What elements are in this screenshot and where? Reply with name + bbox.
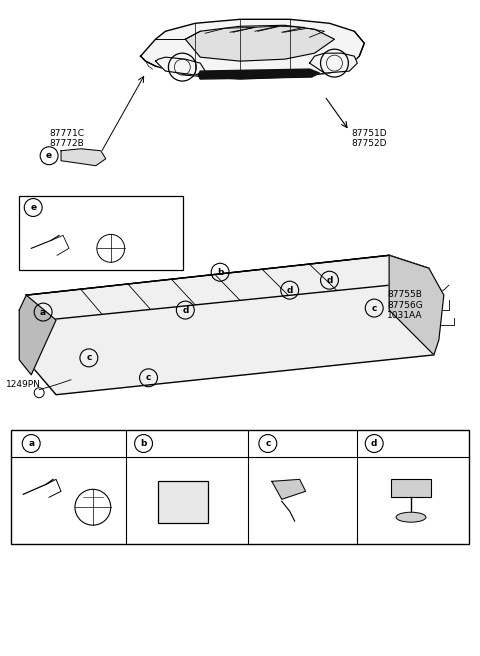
Text: b: b	[140, 439, 147, 448]
Text: d: d	[326, 276, 333, 285]
Text: d: d	[182, 306, 189, 315]
Polygon shape	[19, 295, 56, 375]
Bar	[158, 482, 208, 523]
Text: c: c	[86, 354, 92, 362]
Text: 1249PN: 1249PN	[6, 380, 41, 389]
Text: c: c	[146, 373, 151, 382]
Text: a: a	[28, 439, 34, 448]
Text: 1249LG: 1249LG	[297, 515, 331, 524]
Text: e: e	[46, 152, 52, 160]
Text: 87758: 87758	[46, 449, 75, 459]
Polygon shape	[310, 53, 357, 73]
Text: 1243HZ: 1243HZ	[46, 205, 82, 215]
Text: 1730AA: 1730AA	[389, 440, 425, 449]
Text: 1243AB: 1243AB	[46, 440, 81, 449]
Polygon shape	[156, 57, 205, 75]
Text: 87751D
87752D: 87751D 87752D	[351, 129, 387, 148]
Text: 87759D: 87759D	[310, 482, 345, 490]
Bar	[391, 480, 431, 497]
Bar	[12, 430, 468, 544]
Polygon shape	[26, 255, 434, 395]
Text: d: d	[287, 285, 293, 295]
Polygon shape	[141, 19, 364, 79]
Text: c: c	[265, 439, 271, 448]
Text: 87755B
87756G
1031AA: 87755B 87756G 1031AA	[387, 290, 423, 320]
Ellipse shape	[396, 512, 426, 522]
Polygon shape	[26, 255, 429, 320]
Polygon shape	[185, 26, 335, 61]
Polygon shape	[61, 149, 106, 166]
Text: e: e	[30, 203, 36, 212]
Polygon shape	[272, 480, 306, 499]
Text: 87771C
87772B: 87771C 87772B	[49, 129, 84, 148]
Polygon shape	[198, 69, 320, 79]
Text: a: a	[40, 308, 46, 317]
Text: 87701B: 87701B	[46, 218, 81, 228]
Text: d: d	[371, 439, 377, 448]
Bar	[19, 195, 183, 270]
Text: 87756J: 87756J	[158, 440, 190, 449]
Text: b: b	[217, 268, 223, 277]
Text: c: c	[372, 304, 377, 313]
Polygon shape	[389, 255, 444, 355]
